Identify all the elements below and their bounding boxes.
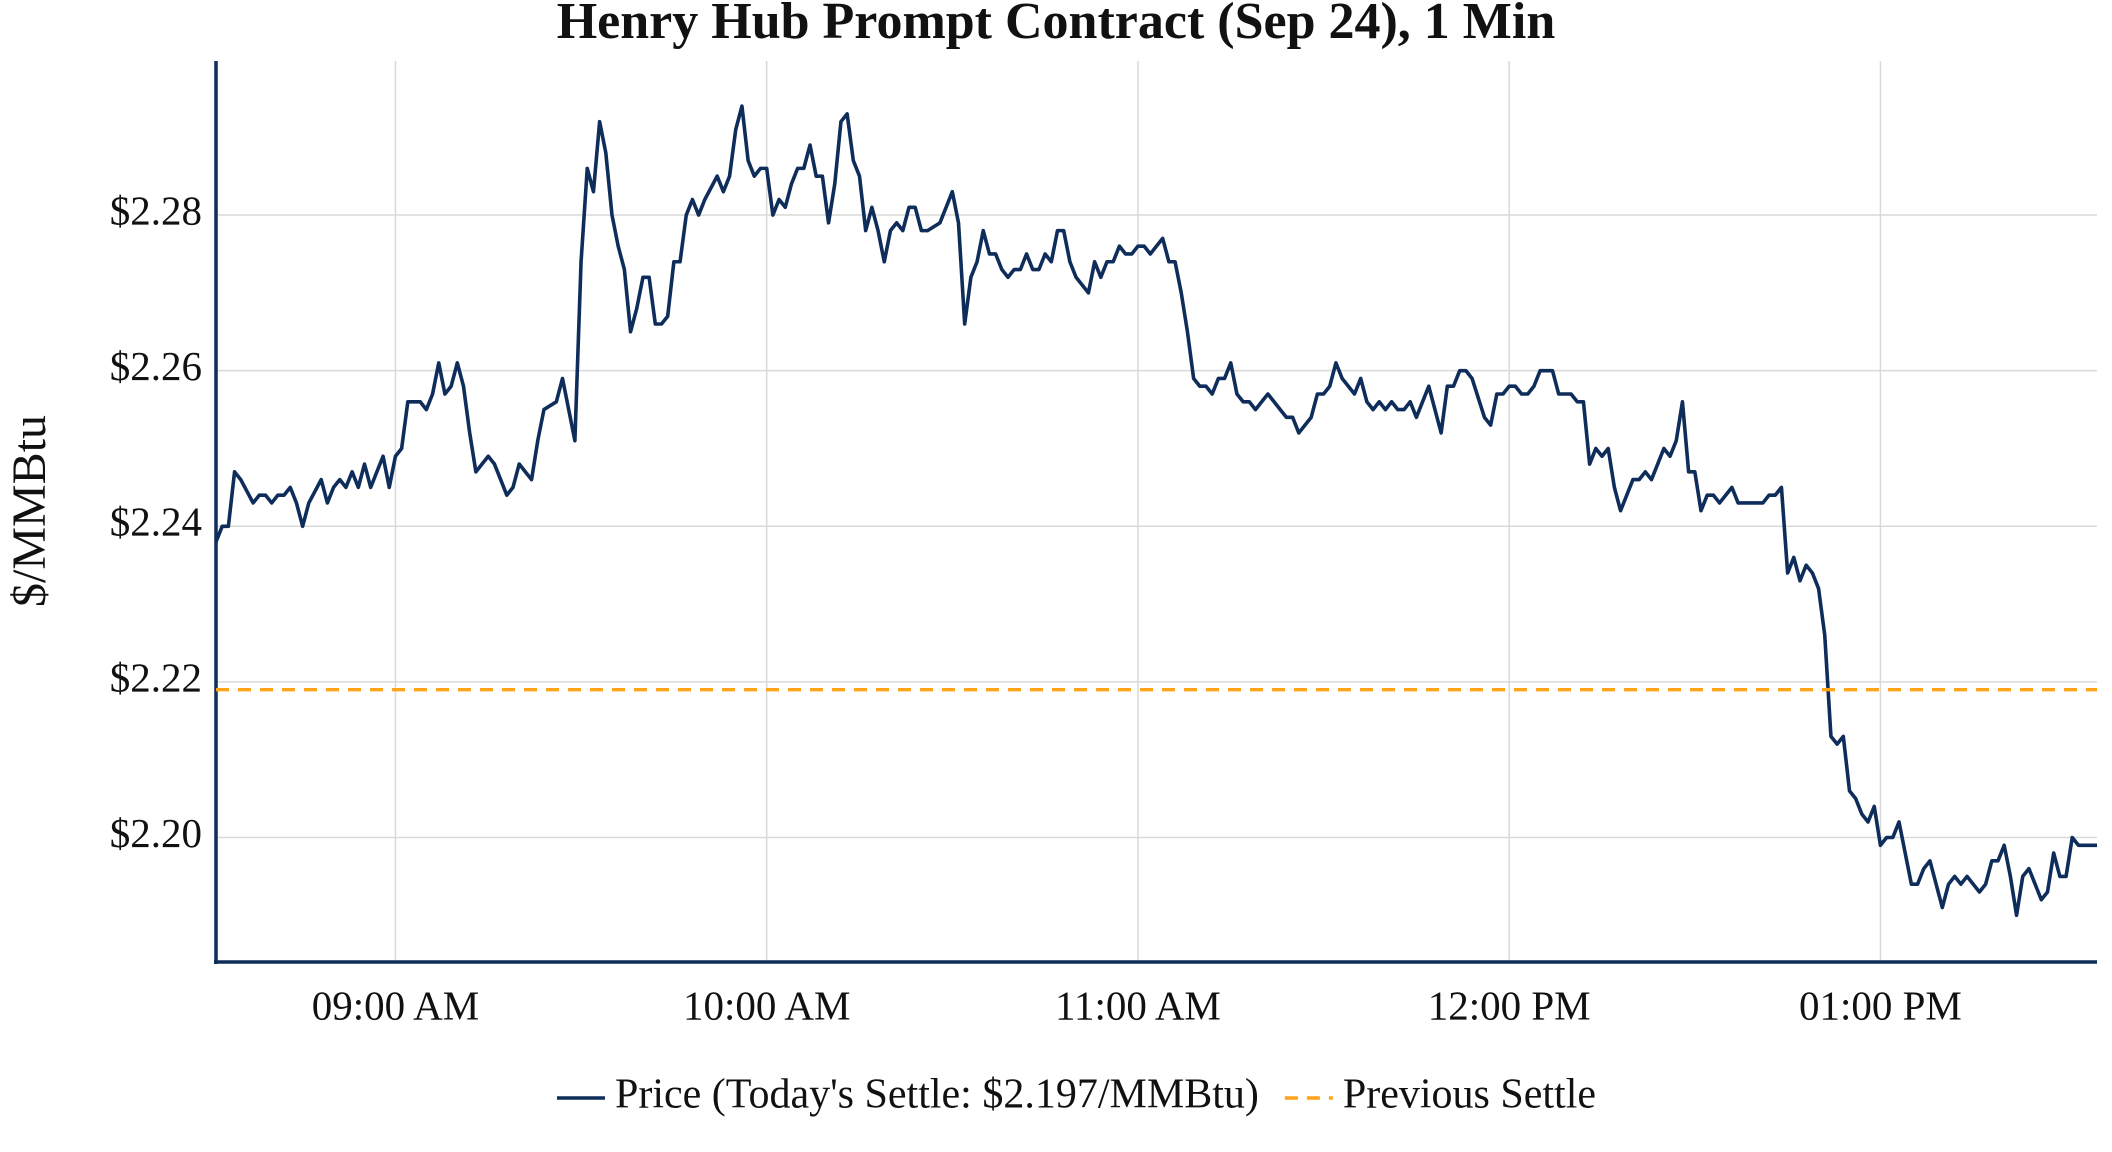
x-tick-label: 01:00 PM: [1799, 982, 1962, 1028]
x-tick-label: 10:00 AM: [683, 982, 850, 1028]
y-tick-label: $2.20: [110, 810, 202, 856]
y-axis-label: $/MMBtu: [3, 415, 56, 607]
x-tick-label: 09:00 AM: [312, 982, 479, 1028]
price-line: [214, 104, 2097, 918]
legend-label: Previous Settle: [1343, 1072, 1596, 1118]
chart-title: Henry Hub Prompt Contract (Sep 24), 1 Mi…: [557, 0, 1556, 50]
y-tick-label: $2.26: [110, 343, 202, 389]
legend-label: Price (Today's Settle: $2.197/MMBtu): [615, 1072, 1259, 1118]
y-tick-label: $2.24: [110, 499, 202, 545]
x-tick-label: 11:00 AM: [1055, 982, 1221, 1028]
legend: Price (Today's Settle: $2.197/MMBtu) Prev…: [556, 1072, 1596, 1118]
x-tick-label: 12:00 PM: [1428, 982, 1591, 1028]
y-tick-label: $2.22: [110, 654, 202, 700]
y-tick-label: $2.28: [110, 187, 202, 233]
